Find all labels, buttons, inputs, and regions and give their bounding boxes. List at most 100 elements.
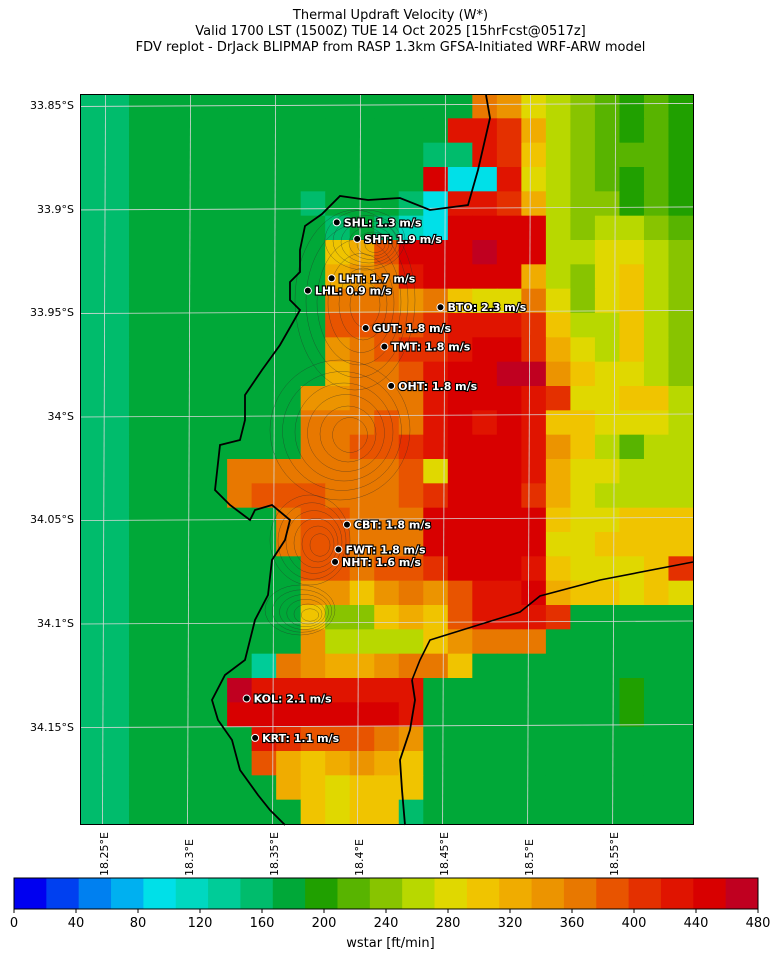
wstar-cell bbox=[227, 337, 253, 363]
wstar-cell bbox=[643, 751, 670, 776]
colorbar-segment bbox=[240, 878, 274, 909]
wstar-cell bbox=[447, 605, 473, 630]
wstar-cell bbox=[643, 264, 670, 290]
wstar-cell bbox=[374, 191, 400, 217]
longitude-label: 18.35°E bbox=[267, 832, 281, 876]
wstar-cell bbox=[423, 751, 449, 776]
station-dot[interactable] bbox=[353, 234, 362, 243]
wstar-cell bbox=[398, 313, 424, 338]
wstar-cell bbox=[276, 167, 302, 192]
wstar-cell bbox=[80, 532, 106, 557]
wstar-cell bbox=[398, 94, 424, 119]
wstar-cell bbox=[472, 653, 498, 679]
terrain-contour bbox=[319, 405, 377, 463]
station-label: GUT: 1.8 m/s bbox=[373, 322, 452, 335]
wstar-cell bbox=[276, 775, 302, 801]
wstar-cell bbox=[594, 459, 621, 484]
wstar-cell bbox=[447, 142, 473, 168]
wstar-cell bbox=[472, 215, 498, 241]
wstar-cell bbox=[643, 580, 670, 606]
wstar-cell bbox=[423, 532, 449, 557]
wstar-cell bbox=[398, 361, 424, 387]
wstar-cell bbox=[643, 118, 670, 144]
station-dot[interactable] bbox=[436, 303, 445, 312]
wstar-cell bbox=[178, 483, 204, 509]
wstar-cell bbox=[619, 507, 645, 533]
longitude-label: 18.4°E bbox=[352, 839, 366, 876]
wstar-cell bbox=[570, 605, 596, 630]
wstar-cell bbox=[227, 532, 253, 557]
wstar-cell bbox=[300, 532, 326, 557]
wstar-cell bbox=[300, 434, 326, 460]
wstar-cell bbox=[472, 629, 498, 655]
wstar-cell bbox=[349, 751, 375, 776]
wstar-cell bbox=[570, 361, 596, 387]
wstar-cell bbox=[447, 507, 473, 533]
station-dot[interactable] bbox=[342, 520, 351, 529]
wstar-cell bbox=[129, 410, 155, 436]
wstar-cell bbox=[472, 580, 498, 606]
wstar-cell bbox=[619, 605, 645, 630]
colorbar-tick-label: 440 bbox=[683, 916, 709, 931]
wstar-cell bbox=[668, 532, 694, 557]
terrain-contour bbox=[364, 237, 386, 253]
station-dot[interactable] bbox=[334, 545, 343, 554]
wstar-cell bbox=[398, 167, 424, 192]
wstar-cell bbox=[227, 629, 253, 655]
wstar-cell bbox=[668, 678, 694, 703]
wstar-cell bbox=[276, 386, 302, 411]
station-dot[interactable] bbox=[332, 218, 341, 227]
colorbar-tick-label: 120 bbox=[187, 916, 213, 931]
wstar-cell bbox=[276, 94, 302, 119]
station-dot[interactable] bbox=[380, 342, 389, 351]
wstar-cell bbox=[447, 386, 473, 411]
wstar-cell bbox=[276, 240, 302, 265]
wstar-cell bbox=[325, 167, 351, 192]
station-dot[interactable] bbox=[387, 381, 396, 390]
station-dot[interactable] bbox=[251, 733, 260, 742]
wstar-cell bbox=[570, 459, 596, 484]
wstar-cell bbox=[668, 459, 694, 484]
wstar-cell bbox=[349, 167, 375, 192]
plot-frame bbox=[80, 94, 694, 825]
wstar-cell bbox=[398, 751, 424, 776]
wstar-cell bbox=[251, 142, 277, 168]
wstar-cell bbox=[472, 483, 498, 509]
station-dot[interactable] bbox=[303, 286, 312, 295]
wstar-cell bbox=[325, 118, 351, 144]
wstar-cell bbox=[153, 434, 179, 460]
wstar-cell bbox=[349, 337, 375, 363]
station-dot[interactable] bbox=[361, 323, 370, 332]
wstar-cell bbox=[668, 118, 694, 144]
station-dot[interactable] bbox=[327, 274, 336, 283]
wstar-cell bbox=[545, 313, 571, 338]
wstar-cell bbox=[202, 215, 228, 241]
wstar-cell bbox=[472, 142, 498, 168]
wstar-cell bbox=[619, 751, 645, 776]
wstar-cell bbox=[276, 215, 302, 241]
colorbar-segment bbox=[596, 878, 630, 909]
wstar-cell bbox=[178, 191, 204, 217]
wstar-cell bbox=[521, 94, 547, 119]
colorbar bbox=[13, 877, 759, 913]
wstar-cell bbox=[129, 580, 155, 606]
wstar-cell bbox=[325, 751, 351, 776]
wstar-cell bbox=[668, 142, 694, 168]
wstar-cell bbox=[594, 434, 621, 460]
wstar-cell bbox=[202, 264, 228, 290]
wstar-cell bbox=[496, 191, 522, 217]
wstar-cell bbox=[300, 678, 326, 703]
station-label: BTO: 2.3 m/s bbox=[447, 301, 526, 314]
wstar-cell bbox=[521, 361, 547, 387]
station-dot[interactable] bbox=[331, 557, 340, 566]
station-dot[interactable] bbox=[242, 694, 251, 703]
wstar-cell bbox=[496, 653, 522, 679]
wstar-cell bbox=[643, 629, 670, 655]
wstar-cell bbox=[276, 483, 302, 509]
wstar-cell bbox=[153, 215, 179, 241]
longitude-gridline bbox=[187, 93, 191, 825]
wstar-cell bbox=[374, 726, 400, 752]
wstar-cell bbox=[349, 532, 375, 557]
wstar-cell bbox=[570, 386, 596, 411]
wstar-cell bbox=[472, 507, 498, 533]
